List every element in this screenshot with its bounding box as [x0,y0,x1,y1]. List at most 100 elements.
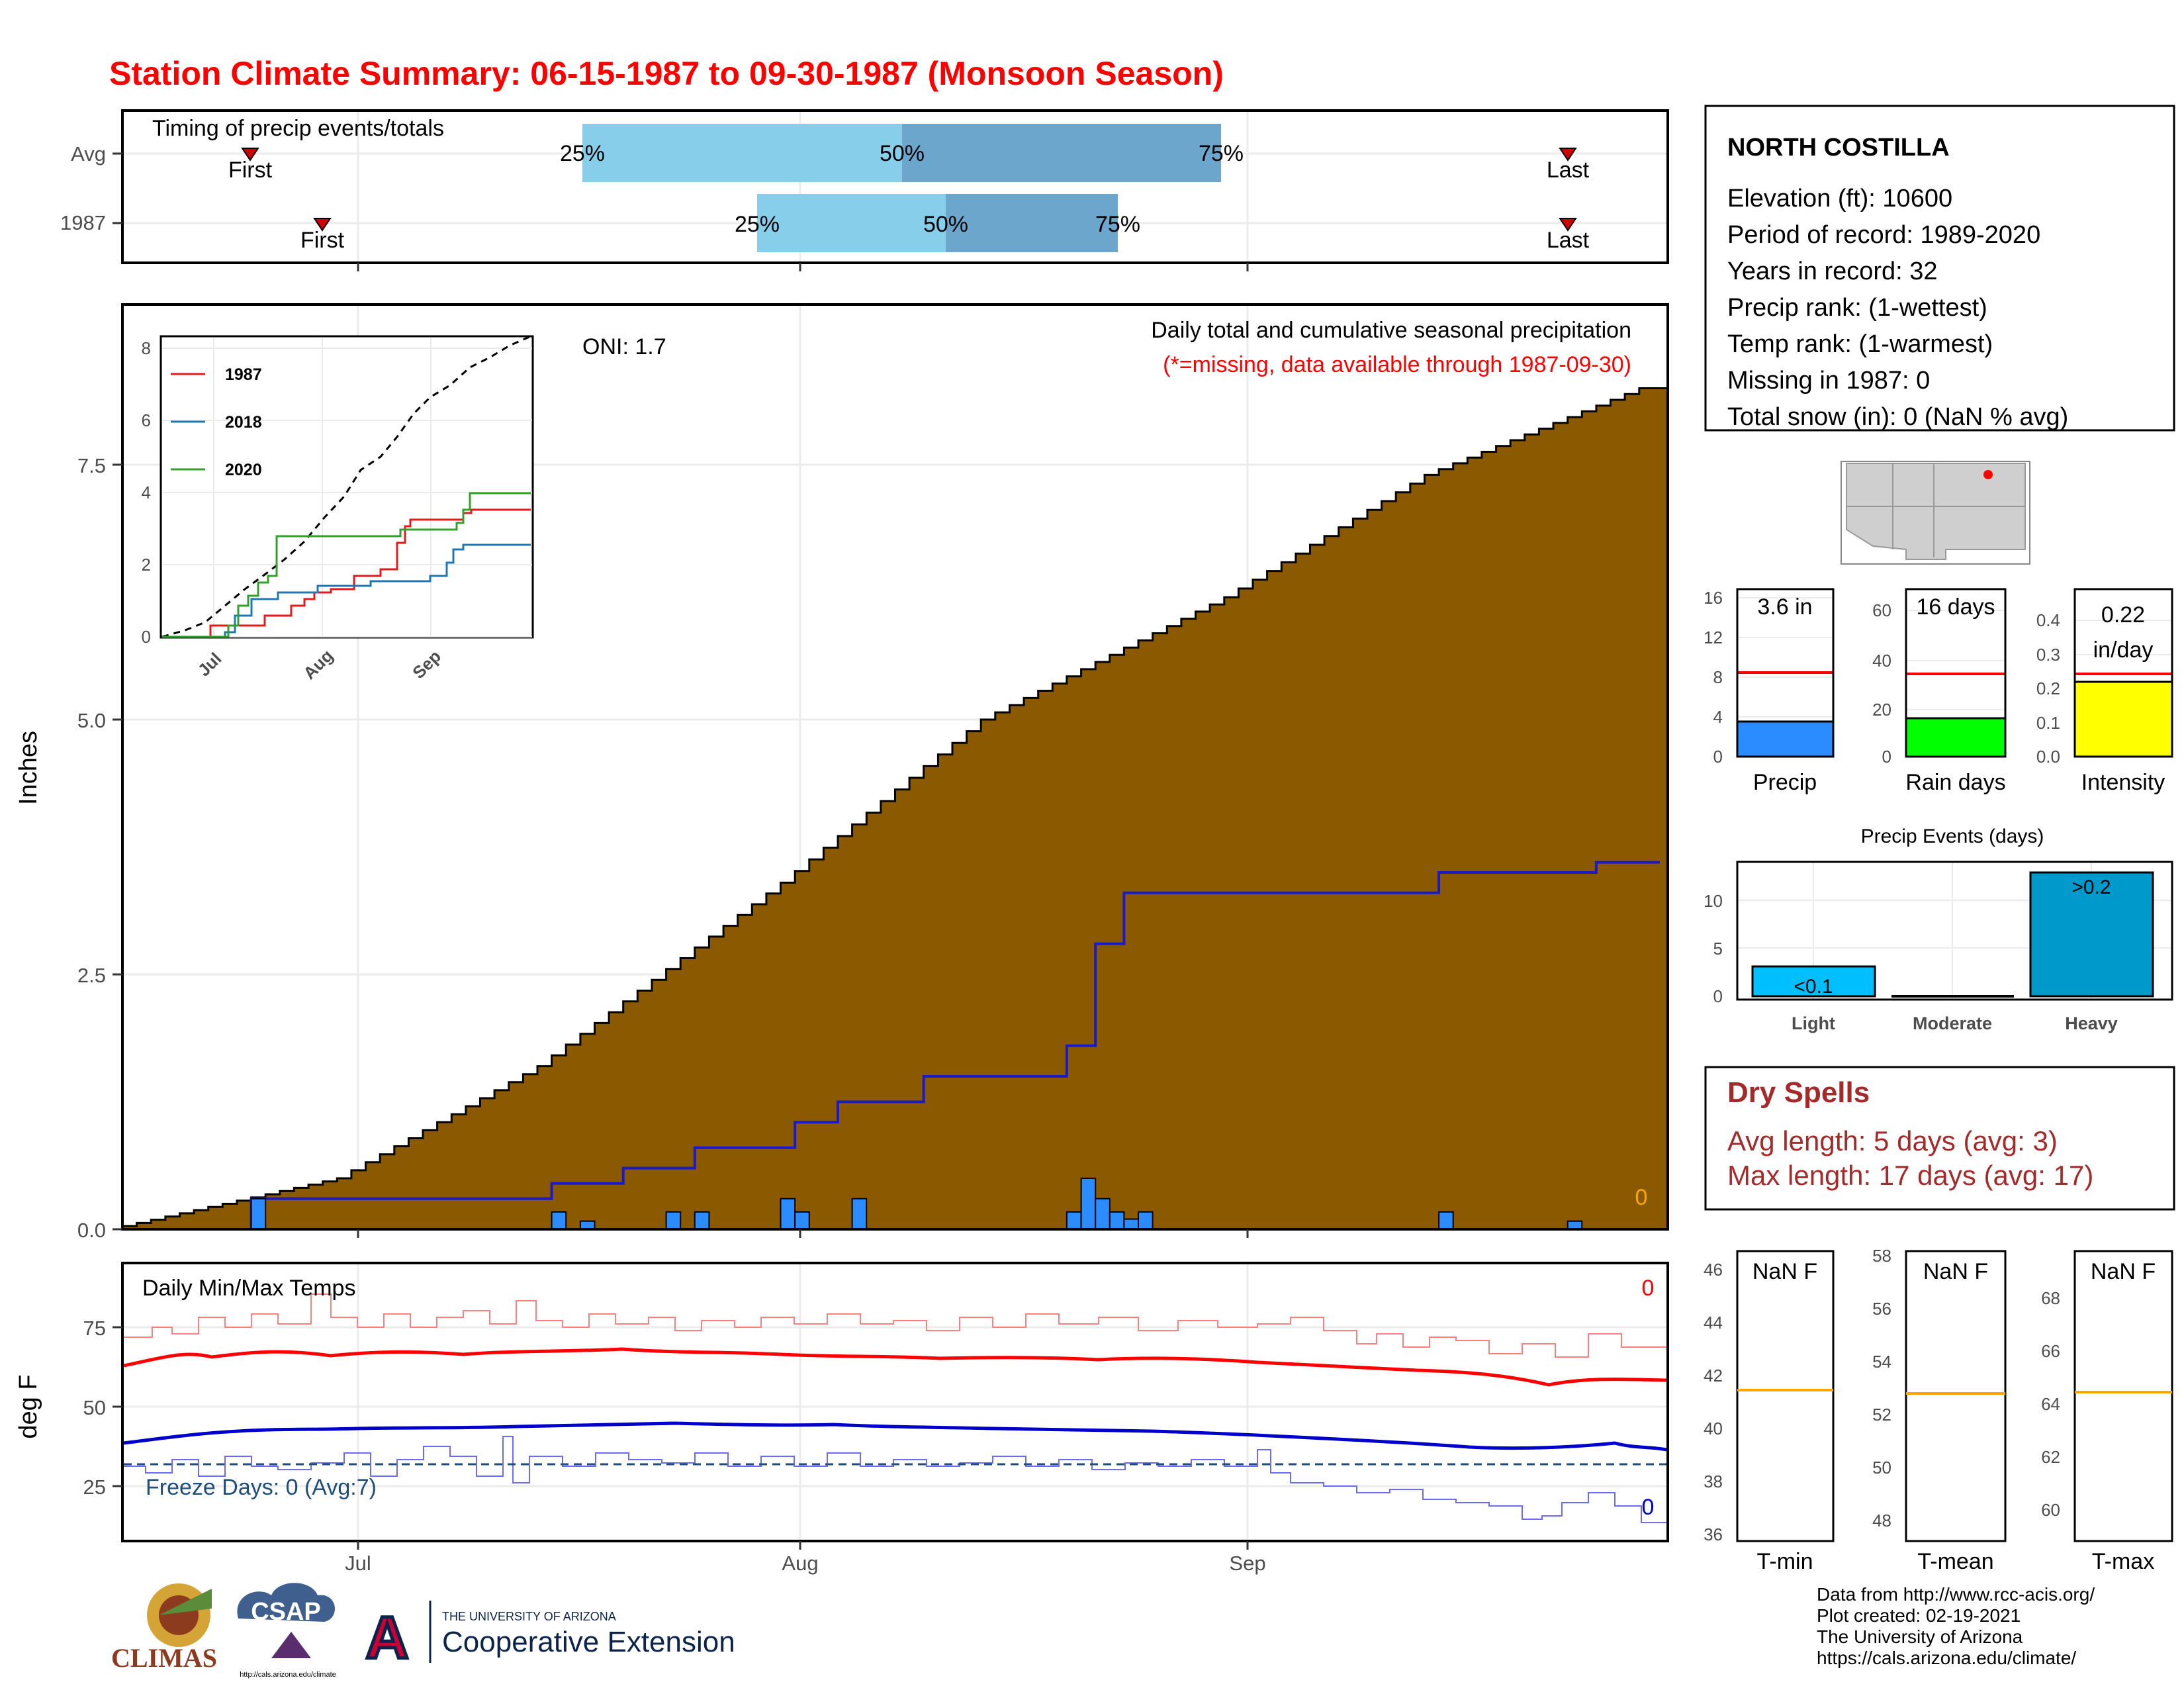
mini-ytick: 60 [1872,600,1891,620]
info-years: Years in record: 32 [1727,258,1938,285]
mini-ytick: 0 [1882,747,1891,767]
tmean-label: T-mean [1917,1549,1993,1574]
dry-spells-max: Max length: 17 days (avg: 17) [1727,1160,2093,1191]
events-ytick: 10 [1704,891,1723,911]
info-period: Period of record: 1989-2020 [1727,221,2040,249]
tmean-ytick: 58 [1872,1246,1891,1266]
temp-box-tmean: NaN F 48 50 52 54 56 58 T-mean [1872,1246,2007,1574]
station-info-box: NORTH COSTILLA Elevation (ft): 10600 Per… [1704,105,2175,432]
info-missing: Missing in 1987: 0 [1727,367,1930,395]
footer-line: Data from http://www.rcc-acis.org/ [1817,1584,2095,1605]
info-temp-rank: Temp rank: (1-warmest) [1727,330,1993,358]
yr-q25-q50-bar [757,194,946,252]
tmean-frame [1905,1250,2007,1542]
mini-ytick: 0.4 [2036,610,2060,630]
temp-box-tmax: NaN F 60 62 64 66 68 T-max [2041,1250,2173,1574]
tmax-missing-count: 0 [1642,1276,1655,1301]
events-ytick: 5 [1713,939,1723,959]
intensity-mini-label: Intensity [2081,770,2165,795]
dry-spells-box: Dry Spells Avg length: 5 days (avg: 3) M… [1704,1066,2175,1211]
ytick: 0.0 [77,1219,106,1242]
precip-panel-frame [121,303,1669,1231]
dry-spells-frame [1704,1066,2175,1211]
info-total-snow: Total snow (in): 0 (NaN % avg) [1727,403,2068,431]
tmin-ytick: 38 [1704,1472,1723,1491]
csap-logo-url: http://cals.arizona.edu/climate [240,1671,336,1679]
page-title: Station Climate Summary: 06-15-1987 to 0… [109,55,1224,92]
ua-logo-big: Cooperative Extension [442,1626,735,1658]
temp-box-tmin: NaN F 36 38 40 42 44 46 T-min [1704,1250,1835,1574]
tmin-value: NaN F [1752,1259,1817,1284]
intensity-bar [2073,680,2173,758]
inset-legend: 1987 2018 2020 [171,365,262,479]
daily-precip-bar [665,1211,682,1231]
tmin-missing-count: 0 [1642,1495,1655,1520]
avg-q25-q50-bar [582,124,902,182]
temp-ytick: 50 [83,1396,106,1419]
intensity-value: 0.22 [2101,602,2145,628]
mini-ytick: 12 [1704,628,1723,647]
events-heavy-label: >0.2 [2071,876,2111,898]
tmean-ytick: 56 [1872,1299,1891,1319]
events-bar-light [1751,965,1876,998]
mini-ytick: 0.2 [2036,679,2060,698]
daily-precip-bar [1109,1211,1125,1231]
station-name: NORTH COSTILLA [1727,134,1950,162]
mini-bar-intensity: 0.22 in/day 0.0 0.1 0.2 0.3 0.4 Intensit… [2036,588,2173,795]
yr-q50-label: 50% [923,212,968,237]
precip-panel: ONI: 1.7 Daily total and cumulative seas… [15,303,1669,1242]
daily-precip-bar [1095,1197,1111,1231]
info-elevation: Elevation (ft): 10600 [1727,185,1952,212]
inset-ytick: 8 [142,338,151,358]
tmax-label: T-max [2092,1549,2154,1574]
yr-first-label: First [300,228,345,253]
events-cat-heavy: Heavy [2065,1013,2118,1033]
precip-bar-frame [1736,588,1835,758]
temp-panel-bg [122,1263,1668,1541]
rain-days-value: 16 days [1916,594,1995,620]
mini-bar-rain-days: 16 days 0 20 40 60 Rain days [1872,588,2007,795]
inset-ytick: 2 [142,555,151,575]
tmin-ytick: 46 [1704,1260,1723,1280]
intensity-frame [2073,588,2173,758]
events-ytick: 0 [1713,986,1723,1006]
daily-precip-bar [250,1197,267,1231]
mini-ytick: 0.3 [2036,645,2060,665]
xtick-jul: Jul [345,1552,371,1575]
yr-q50-q75-bar [946,194,1118,252]
daily-precip-bar [1138,1211,1154,1231]
tmax-ytick: 68 [2041,1288,2060,1308]
inset-ytick: 0 [142,627,151,647]
temp-ytick: 25 [83,1476,106,1499]
freeze-days-label: Freeze Days: 0 (Avg:7) [146,1475,377,1500]
tmean-value: NaN F [1923,1259,1988,1284]
tmin-frame [1736,1250,1835,1542]
precip-bar [1736,720,1835,758]
avg-q75-label: 75% [1199,141,1244,166]
dry-spells-avg: Avg length: 5 days (avg: 3) [1727,1125,2058,1156]
climas-logo: CLIMAS [111,1583,217,1673]
csap-logo-text: CSAP [251,1598,321,1626]
ytick: 5.0 [77,709,106,732]
daily-precip-bar [694,1211,710,1231]
tmin-ytick: 36 [1704,1524,1723,1544]
daily-precip-bar [1123,1218,1140,1230]
inset-ytick: 6 [142,410,151,430]
map-states [1846,463,2026,560]
tmax-ytick: 64 [2041,1394,2060,1414]
tmean-ytick: 48 [1872,1511,1891,1530]
tmax-daily-line [124,1293,1666,1358]
tmin-ytick: 42 [1704,1366,1723,1385]
events-cat-light: Light [1792,1013,1835,1033]
temp-ylabel: deg F [15,1374,42,1438]
precip-value: 3.6 in [1757,594,1812,620]
temp-panel-frame [121,1262,1669,1542]
footer-credits: Data from http://www.rcc-acis.org/ Plot … [1817,1584,2095,1668]
precip-desc: Daily total and cumulative seasonal prec… [1151,318,1631,343]
precip-ylabel: Inches [15,731,42,805]
avg-last-label: Last [1547,158,1590,183]
tmax-ytick: 62 [2041,1447,2060,1467]
events-bar-heavy [2029,871,2154,998]
tmin-label: T-min [1757,1549,1813,1574]
tmean-ytick: 52 [1872,1405,1891,1425]
